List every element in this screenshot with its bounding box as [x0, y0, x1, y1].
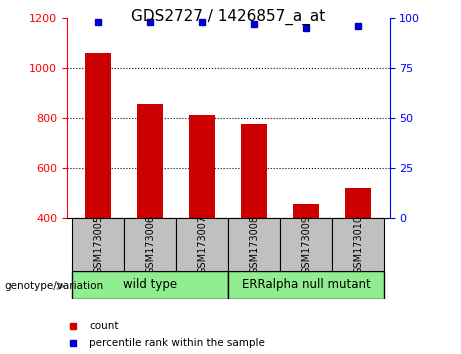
- Bar: [85, 53, 111, 218]
- Bar: [72, 218, 124, 271]
- Text: count: count: [89, 321, 119, 331]
- Bar: [137, 104, 163, 218]
- Text: GSM173007: GSM173007: [197, 215, 207, 274]
- Text: GDS2727 / 1426857_a_at: GDS2727 / 1426857_a_at: [131, 9, 325, 25]
- Bar: [189, 115, 215, 218]
- Bar: [124, 218, 176, 271]
- Bar: [280, 218, 332, 271]
- Text: GSM173005: GSM173005: [93, 215, 103, 274]
- Text: ERRalpha null mutant: ERRalpha null mutant: [242, 279, 371, 291]
- Text: wild type: wild type: [123, 279, 177, 291]
- Bar: [228, 218, 280, 271]
- Text: GSM173008: GSM173008: [249, 215, 259, 274]
- Bar: [241, 124, 267, 218]
- Bar: [293, 204, 319, 218]
- Text: GSM173010: GSM173010: [353, 215, 363, 274]
- Bar: [345, 188, 371, 218]
- Bar: [228, 271, 384, 299]
- Text: GSM173006: GSM173006: [145, 215, 155, 274]
- Text: genotype/variation: genotype/variation: [5, 281, 104, 291]
- Bar: [332, 218, 384, 271]
- Text: percentile rank within the sample: percentile rank within the sample: [89, 338, 266, 348]
- Bar: [176, 218, 228, 271]
- Text: GSM173009: GSM173009: [301, 215, 311, 274]
- Bar: [72, 271, 228, 299]
